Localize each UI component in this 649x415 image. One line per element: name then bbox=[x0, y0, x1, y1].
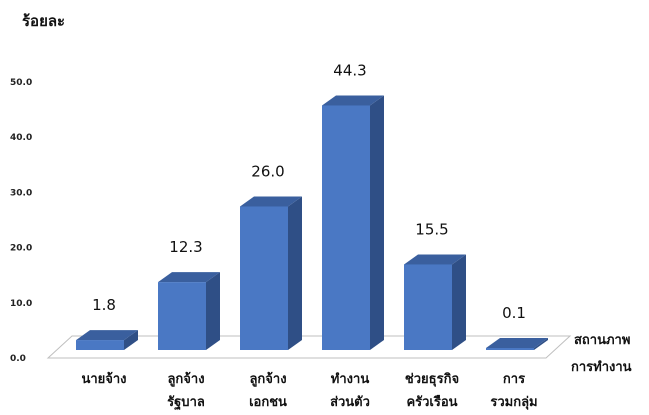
category-label: ทำงาน bbox=[331, 371, 370, 387]
y-tick-label: 40.0 bbox=[10, 133, 32, 143]
bar-top bbox=[404, 254, 466, 265]
bar-top bbox=[76, 330, 138, 341]
y-tick-label: 50.0 bbox=[10, 78, 32, 88]
bar bbox=[158, 272, 220, 350]
y-tick-label: 30.0 bbox=[10, 188, 32, 198]
category-label: ส่วนตัว bbox=[330, 395, 370, 410]
bar-side bbox=[288, 196, 302, 350]
data-label: 26.0 bbox=[251, 162, 284, 180]
bar bbox=[76, 330, 138, 350]
category-label: รัฐบาล bbox=[167, 395, 205, 411]
bar bbox=[486, 338, 548, 350]
bar-side bbox=[206, 272, 220, 350]
bar-front bbox=[322, 105, 370, 351]
bar bbox=[404, 254, 466, 350]
y-tick-label: 20.0 bbox=[10, 244, 32, 254]
x-axis-title-line1: สถานภาพ bbox=[574, 333, 630, 348]
category-label: รวมกลุ่ม bbox=[490, 395, 537, 410]
bar bbox=[240, 196, 302, 350]
category-label: นายจ้าง bbox=[81, 371, 126, 387]
bar-front bbox=[404, 264, 452, 350]
category-label: เอกชน bbox=[249, 395, 287, 410]
bar-side bbox=[124, 330, 138, 350]
category-label: ลูกจ้าง bbox=[249, 371, 286, 387]
bar-top bbox=[322, 95, 384, 106]
category-label: การ bbox=[503, 372, 525, 387]
bar-side bbox=[452, 254, 466, 350]
bar-front bbox=[486, 348, 534, 350]
bar-side bbox=[370, 95, 384, 351]
bar-top bbox=[486, 338, 548, 348]
bar-top bbox=[158, 272, 220, 283]
data-label: 12.3 bbox=[169, 238, 202, 256]
data-label: 15.5 bbox=[415, 220, 448, 238]
data-label: 1.8 bbox=[92, 296, 116, 314]
y-axis-title: ร้อยละ bbox=[22, 12, 65, 30]
bar-top bbox=[240, 196, 302, 207]
bar-front bbox=[240, 206, 288, 350]
category-label: ช่วยธุรกิจ bbox=[405, 372, 459, 387]
bar-side bbox=[534, 338, 548, 350]
bar bbox=[322, 95, 384, 351]
data-label: 0.1 bbox=[502, 304, 526, 322]
category-label: ลูกจ้าง bbox=[167, 371, 204, 387]
y-tick-label: 0.0 bbox=[10, 354, 26, 364]
data-label: 44.3 bbox=[333, 61, 366, 79]
y-tick-label: 10.0 bbox=[10, 299, 32, 309]
bar-front bbox=[158, 282, 206, 350]
bar-front bbox=[76, 340, 124, 350]
category-label: ครัวเรือน bbox=[406, 394, 457, 410]
x-axis-title-line2: การทำงาน bbox=[571, 359, 632, 375]
